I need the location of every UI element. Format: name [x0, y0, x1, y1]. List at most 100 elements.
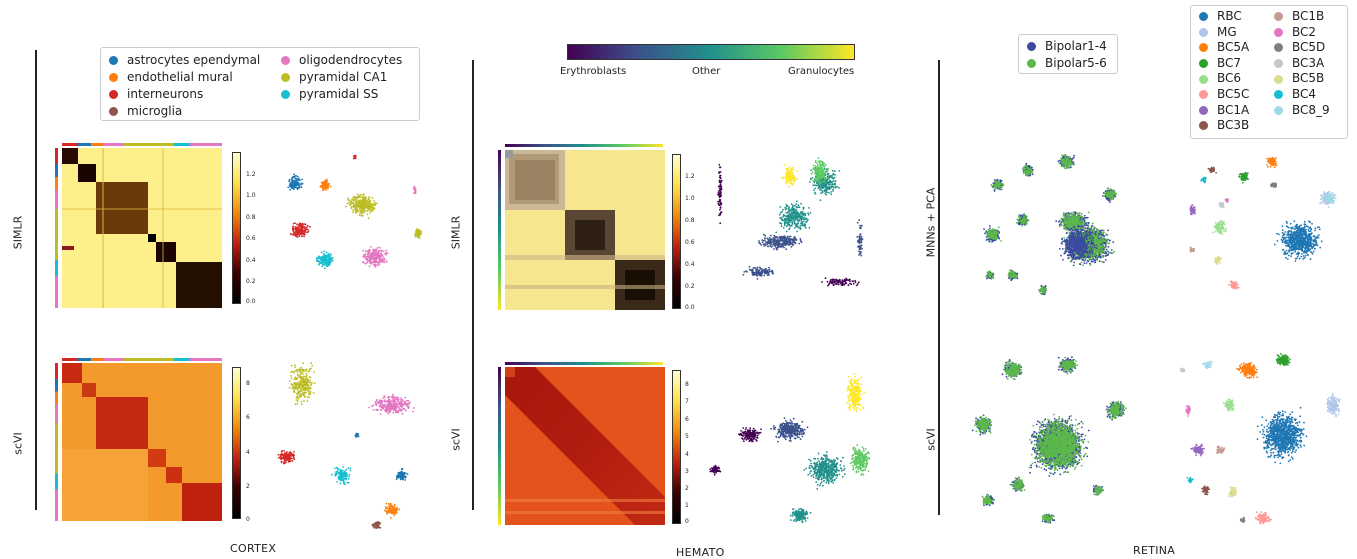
legend-item-astrocytes: astrocytes ependymal [109, 52, 281, 69]
cbar-tick: 0.2 [685, 283, 695, 290]
cell-cluster [1202, 360, 1213, 370]
legend-item-interneurons: interneurons [109, 86, 281, 103]
cell-cluster [1022, 164, 1034, 177]
legend-label: BC2 [1292, 24, 1317, 39]
cbar-tick: 0 [246, 516, 250, 523]
cell-cluster [1275, 352, 1291, 367]
cell-cluster [789, 507, 812, 524]
hemato-row-label-simlr: SIMLR [449, 215, 463, 250]
cell-cluster [856, 219, 864, 257]
cell-cluster [1216, 445, 1226, 454]
cell-cluster [775, 200, 812, 234]
legend-label: BC5A [1217, 40, 1250, 55]
legend-label: pyramidal CA1 [299, 70, 388, 84]
legend-swatch [1199, 105, 1208, 115]
cell-cluster [1228, 486, 1238, 498]
legend-swatch [1199, 74, 1208, 84]
hemato-colorbar-label-erythroblasts: Erythroblasts [560, 66, 627, 77]
legend-swatch [1199, 90, 1208, 100]
legend-item-bc4: BC4 [1274, 87, 1344, 103]
cbar-tick: 1.2 [246, 171, 256, 178]
cell-cluster [990, 180, 1005, 191]
cbar-tick: 2 [685, 485, 689, 492]
cbar-tick: 0.8 [246, 214, 256, 221]
legend-item-endothelial: endothelial mural [109, 69, 281, 86]
legend-label: BC4 [1292, 86, 1317, 101]
legend-item-bc3a: BC3A [1274, 56, 1344, 72]
retina-mnn-celltype-scatter [1189, 156, 1337, 290]
hemato-scvi-heatmap [505, 367, 665, 525]
cell-cluster [395, 467, 409, 481]
cell-cluster [717, 163, 723, 225]
cell-cluster [738, 427, 762, 443]
legend-item-pyramidal-ss: pyramidal SS [281, 86, 431, 103]
cell-cluster [1189, 246, 1195, 253]
legend-swatch [109, 90, 118, 99]
cbar-tick: 1.2 [685, 173, 695, 180]
cell-cluster [1179, 367, 1186, 373]
cortex-bottom-side-strip [55, 363, 58, 521]
legend-swatch [1027, 42, 1036, 51]
cell-cluster [1028, 413, 1090, 474]
hemato-lineage-colorbar [567, 44, 855, 60]
retina-scvi-batch-scatter [971, 356, 1127, 524]
legend-swatch [1027, 59, 1036, 68]
cell-cluster [803, 451, 846, 490]
cell-cluster [1185, 405, 1191, 417]
cell-cluster [1224, 198, 1229, 203]
cell-cluster [354, 432, 360, 438]
legend-label: BC1B [1292, 9, 1325, 23]
cell-cluster [1201, 485, 1211, 496]
cbar-tick: 0.0 [246, 298, 256, 305]
cortex-caption: CORTEX [230, 542, 277, 555]
cbar-tick: 1.0 [246, 192, 256, 199]
legend-swatch [1274, 74, 1283, 84]
cell-cluster [1222, 398, 1235, 412]
cell-cluster [1228, 280, 1240, 290]
cell-cluster [1254, 511, 1272, 525]
cell-cluster [846, 373, 866, 412]
cbar-tick: 0.8 [685, 217, 695, 224]
hemato-top-side-strip [498, 150, 501, 310]
cell-cluster [849, 444, 871, 476]
cbar-tick: 4 [685, 451, 689, 458]
cortex-simlr-heatmap [62, 148, 222, 308]
cortex-simlr-scatter [287, 154, 423, 270]
hemato-simlr-scatter [717, 157, 864, 287]
hemato-row-label-scvi: scVI [449, 428, 463, 451]
cbar-tick: 0.4 [246, 257, 256, 264]
legend-swatch [281, 90, 290, 99]
legend-item-bc5a: BC5A [1199, 40, 1274, 56]
legend-swatch [1274, 43, 1283, 53]
cell-cluster [1207, 166, 1217, 174]
legend-swatch [109, 56, 118, 65]
cell-cluster [1256, 406, 1308, 465]
cell-cluster [414, 228, 423, 239]
retina-row-label-scvi: scVI [924, 428, 938, 451]
legend-item-mg: MG [1199, 25, 1274, 41]
legend-swatch [1199, 121, 1208, 131]
legend-item-bipolar5-6: Bipolar5-6 [1027, 55, 1109, 72]
legend-swatch [1274, 105, 1283, 115]
legend-label: BC8_9 [1292, 102, 1330, 117]
cbar-tick: 0.2 [246, 278, 256, 285]
cell-cluster [1103, 187, 1117, 201]
cell-cluster [1002, 360, 1022, 381]
cell-cluster [742, 265, 774, 280]
legend-swatch [1199, 59, 1208, 69]
legend-item-bc1a: BC1A [1199, 103, 1274, 119]
legend-item-rbc: RBC [1199, 9, 1274, 25]
cbar-tick: 4 [246, 449, 250, 456]
cell-cluster [1186, 476, 1194, 484]
legend-item-bipolar1-4: Bipolar1-4 [1027, 38, 1109, 55]
cortex-scvi-colorbar [232, 367, 241, 519]
hemato-scvi-scatter [709, 373, 871, 524]
cell-cluster [345, 193, 378, 220]
cbar-tick: 6 [246, 414, 250, 421]
legend-label: Bipolar1-4 [1045, 39, 1107, 53]
cell-cluster [1015, 213, 1030, 227]
cell-cluster [1106, 400, 1127, 420]
cbar-tick: 8 [246, 380, 250, 387]
cell-cluster [1238, 171, 1249, 184]
legend-label: BC7 [1217, 55, 1242, 70]
